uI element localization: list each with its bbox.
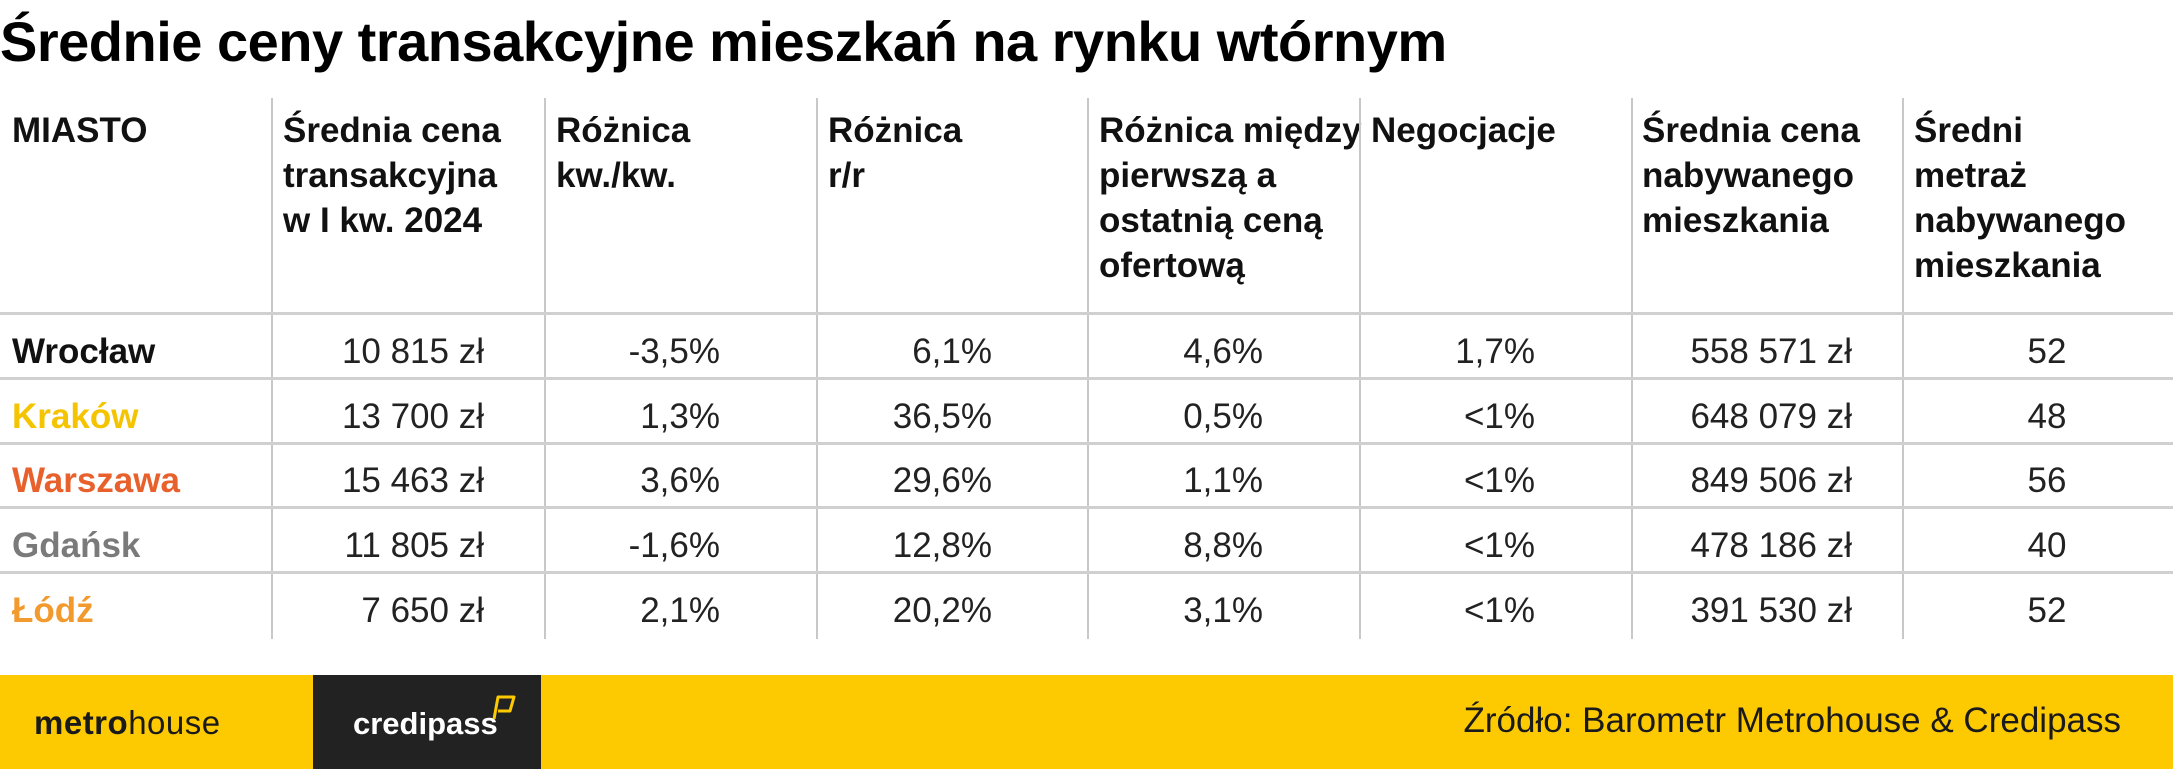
column-header-line: Różnica między: [1099, 111, 1362, 150]
table-cell: 849 506 zł: [1690, 461, 1852, 500]
credipass-mark-icon: [492, 695, 516, 720]
column-header-line: transakcyjna: [283, 156, 498, 195]
column-header-line: Różnica: [556, 111, 691, 150]
table-cell: 10 815 zł: [341, 332, 484, 371]
column-header-line: nabywanego: [1914, 201, 2126, 240]
page-title: Średnie ceny transakcyjne mieszkań na ry…: [0, 10, 1447, 73]
city-name: Wrocław: [12, 332, 156, 371]
column-header-line: mieszkania: [1914, 246, 2101, 285]
metrohouse-logo-light: house: [128, 704, 221, 741]
column-header-line: ostatnią ceną: [1099, 201, 1323, 240]
column-header-line: metraż: [1914, 156, 2027, 195]
column-header-line: kw./kw.: [556, 156, 676, 195]
column-header-line: mieszkania: [1642, 201, 1829, 240]
table-cell: 1,3%: [640, 397, 720, 436]
column-divider: [544, 98, 546, 639]
column-divider: [1359, 98, 1361, 639]
table-cell: 558 571 zł: [1690, 332, 1852, 371]
metrohouse-logo: metrohouse: [34, 703, 221, 743]
table-cell: <1%: [1463, 526, 1535, 565]
table-cell: 8,8%: [1183, 526, 1263, 565]
column-header: Różnica r/r: [828, 108, 962, 198]
footer-bar: metrohouse credipass Źródło: Barometr Me…: [0, 675, 2173, 769]
table-cell: 391 530 zł: [1690, 591, 1852, 630]
table-cell: 56: [2027, 461, 2067, 500]
table-cell: 7 650 zł: [361, 591, 484, 630]
column-header: Różnica kw./kw.: [556, 108, 690, 198]
city-name: Kraków: [12, 397, 139, 436]
city-name: Warszawa: [12, 461, 180, 500]
column-header: MIASTO: [12, 108, 147, 153]
column-header-line: Średni: [1914, 111, 2023, 150]
column-header-line: Różnica: [828, 111, 963, 150]
column-header: Średnia cena transakcyjna w I kw. 2024: [283, 108, 501, 243]
table-cell: 1,7%: [1455, 332, 1535, 371]
table-cell: 0,5%: [1183, 397, 1263, 436]
column-header-line: MIASTO: [12, 111, 148, 150]
column-header-line: Negocjacje: [1371, 111, 1556, 150]
city-name: Łódź: [12, 591, 94, 630]
table-cell: 6,1%: [912, 332, 992, 371]
table-cell: 36,5%: [892, 397, 992, 436]
column-header-line: pierwszą a: [1099, 156, 1277, 195]
column-header-line: Średnia cena: [283, 111, 501, 150]
row-divider: [0, 377, 2173, 380]
column-header: Średni metraż nabywanego mieszkania: [1914, 108, 2126, 288]
table-cell: <1%: [1463, 591, 1535, 630]
source-note: Źródło: Barometr Metrohouse & Credipass: [1463, 701, 2122, 740]
city-name: Gdańsk: [12, 526, 141, 565]
table-cell: 3,6%: [640, 461, 720, 500]
table-cell: 2,1%: [640, 591, 720, 630]
column-header: Różnica między pierwszą a ostatnią ceną ofe…: [1099, 108, 1362, 288]
table-cell: 3,1%: [1183, 591, 1263, 630]
column-header-line: r/r: [828, 156, 865, 195]
credipass-logo: credipass: [353, 706, 498, 741]
table-cell: 20,2%: [892, 591, 992, 630]
column-header: Średnia cena nabywanego mieszkania: [1642, 108, 1860, 243]
column-divider: [271, 98, 273, 639]
row-divider: [0, 312, 2173, 315]
column-header-line: w I kw. 2024: [283, 201, 483, 240]
column-header-line: Średnia cena: [1642, 111, 1860, 150]
metrohouse-logo-bold: metro: [34, 704, 129, 741]
table-cell: 52: [2027, 591, 2067, 630]
table-cell: 48: [2027, 397, 2067, 436]
table-cell: 13 700 zł: [341, 397, 484, 436]
table-cell: -1,6%: [628, 526, 720, 565]
row-divider: [0, 506, 2173, 509]
table-cell: 12,8%: [892, 526, 992, 565]
table-cell: 29,6%: [892, 461, 992, 500]
column-divider: [1631, 98, 1633, 639]
table-cell: 1,1%: [1183, 461, 1263, 500]
column-divider: [816, 98, 818, 639]
table-cell: -3,5%: [628, 332, 720, 371]
table-cell: 40: [2027, 526, 2067, 565]
table-cell: 52: [2027, 332, 2067, 371]
table-cell: 15 463 zł: [341, 461, 484, 500]
column-divider: [1902, 98, 1904, 639]
table-cell: <1%: [1463, 397, 1535, 436]
table-cell: 648 079 zł: [1690, 397, 1852, 436]
row-divider: [0, 442, 2173, 445]
table-cell: 11 805 zł: [344, 526, 484, 565]
column-header: Negocjacje: [1371, 108, 1556, 153]
table-cell: 478 186 zł: [1690, 526, 1852, 565]
table-cell: <1%: [1463, 461, 1535, 500]
table-cell: 4,6%: [1183, 332, 1263, 371]
column-header-line: ofertową: [1099, 246, 1245, 285]
row-divider: [0, 571, 2173, 574]
credipass-logo-box: credipass: [313, 675, 541, 769]
column-divider: [1087, 98, 1089, 639]
column-header-line: nabywanego: [1642, 156, 1854, 195]
